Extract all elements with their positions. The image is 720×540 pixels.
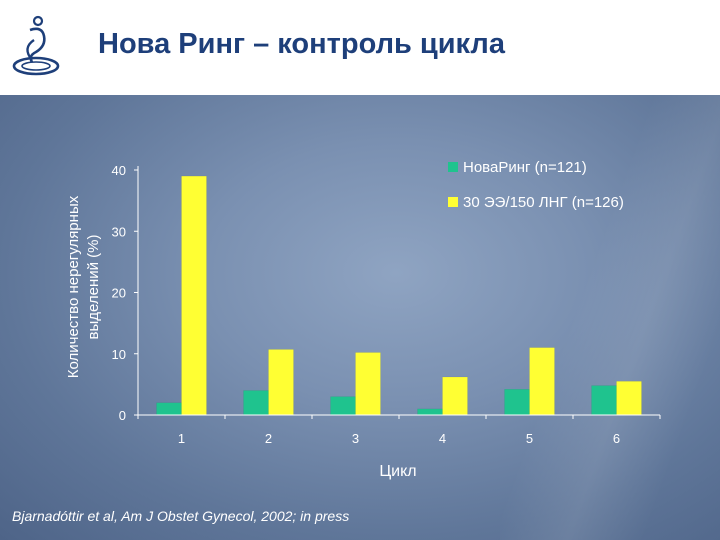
legend-label-2: 30 ЭЭ/150 ЛНГ (n=126): [463, 194, 624, 211]
bar-series-2-cycle-2: [268, 349, 294, 416]
y-tick-label: 40: [112, 163, 126, 178]
bar-series-1-cycle-3: [330, 396, 356, 416]
legend: НоваРинг (n=121) 30 ЭЭ/150 ЛНГ (n=126): [448, 159, 624, 211]
bar-series-1-cycle-5: [504, 389, 530, 416]
slide-header: Нова Ринг – контроль цикла: [0, 0, 720, 95]
bar-series-2-cycle-1: [181, 175, 207, 416]
bar-series-1-cycle-6: [591, 385, 617, 416]
x-tick-label: 6: [613, 431, 620, 446]
bar-series-2-cycle-3: [355, 352, 381, 416]
y-axis-title-line-2: выделений (%): [85, 235, 102, 340]
x-axis-title: Цикл: [379, 463, 416, 480]
y-tick-label: 20: [112, 286, 126, 301]
x-tick-label: 2: [265, 431, 272, 446]
citation: Bjarnadóttir et al, Am J Obstet Gynecol,…: [12, 508, 350, 524]
brand-logo-icon: [12, 15, 60, 76]
x-tick-label: 1: [178, 431, 185, 446]
x-axis-ticks: 1 2 3 4 5 6: [137, 415, 661, 446]
bars: [156, 175, 642, 416]
legend-swatch-2: [448, 197, 458, 207]
x-tick-label: 4: [439, 431, 446, 446]
x-tick-label: 5: [526, 431, 533, 446]
legend-swatch-1: [448, 162, 458, 172]
slide-title: Нова Ринг – контроль цикла: [98, 28, 505, 60]
x-tick-label: 3: [352, 431, 359, 446]
y-axis-title: Количество нерегулярных выделений (%): [65, 195, 102, 378]
bar-series-1-cycle-4: [417, 408, 443, 416]
bar-series-2-cycle-5: [529, 347, 555, 416]
bar-series-1-cycle-1: [156, 402, 182, 416]
y-tick-label: 0: [119, 408, 126, 423]
y-tick-label: 30: [112, 224, 126, 239]
bar-series-2-cycle-4: [442, 376, 468, 416]
y-tick-label: 10: [112, 347, 126, 362]
bar-series-2-cycle-6: [616, 381, 642, 416]
bar-series-1-cycle-2: [243, 390, 269, 416]
y-axis-ticks: 0 10 20 30 40: [112, 163, 138, 423]
legend-label-1: НоваРинг (n=121): [463, 159, 587, 176]
y-axis-title-line-1: Количество нерегулярных: [65, 195, 82, 378]
chart-panel: [0, 95, 720, 540]
